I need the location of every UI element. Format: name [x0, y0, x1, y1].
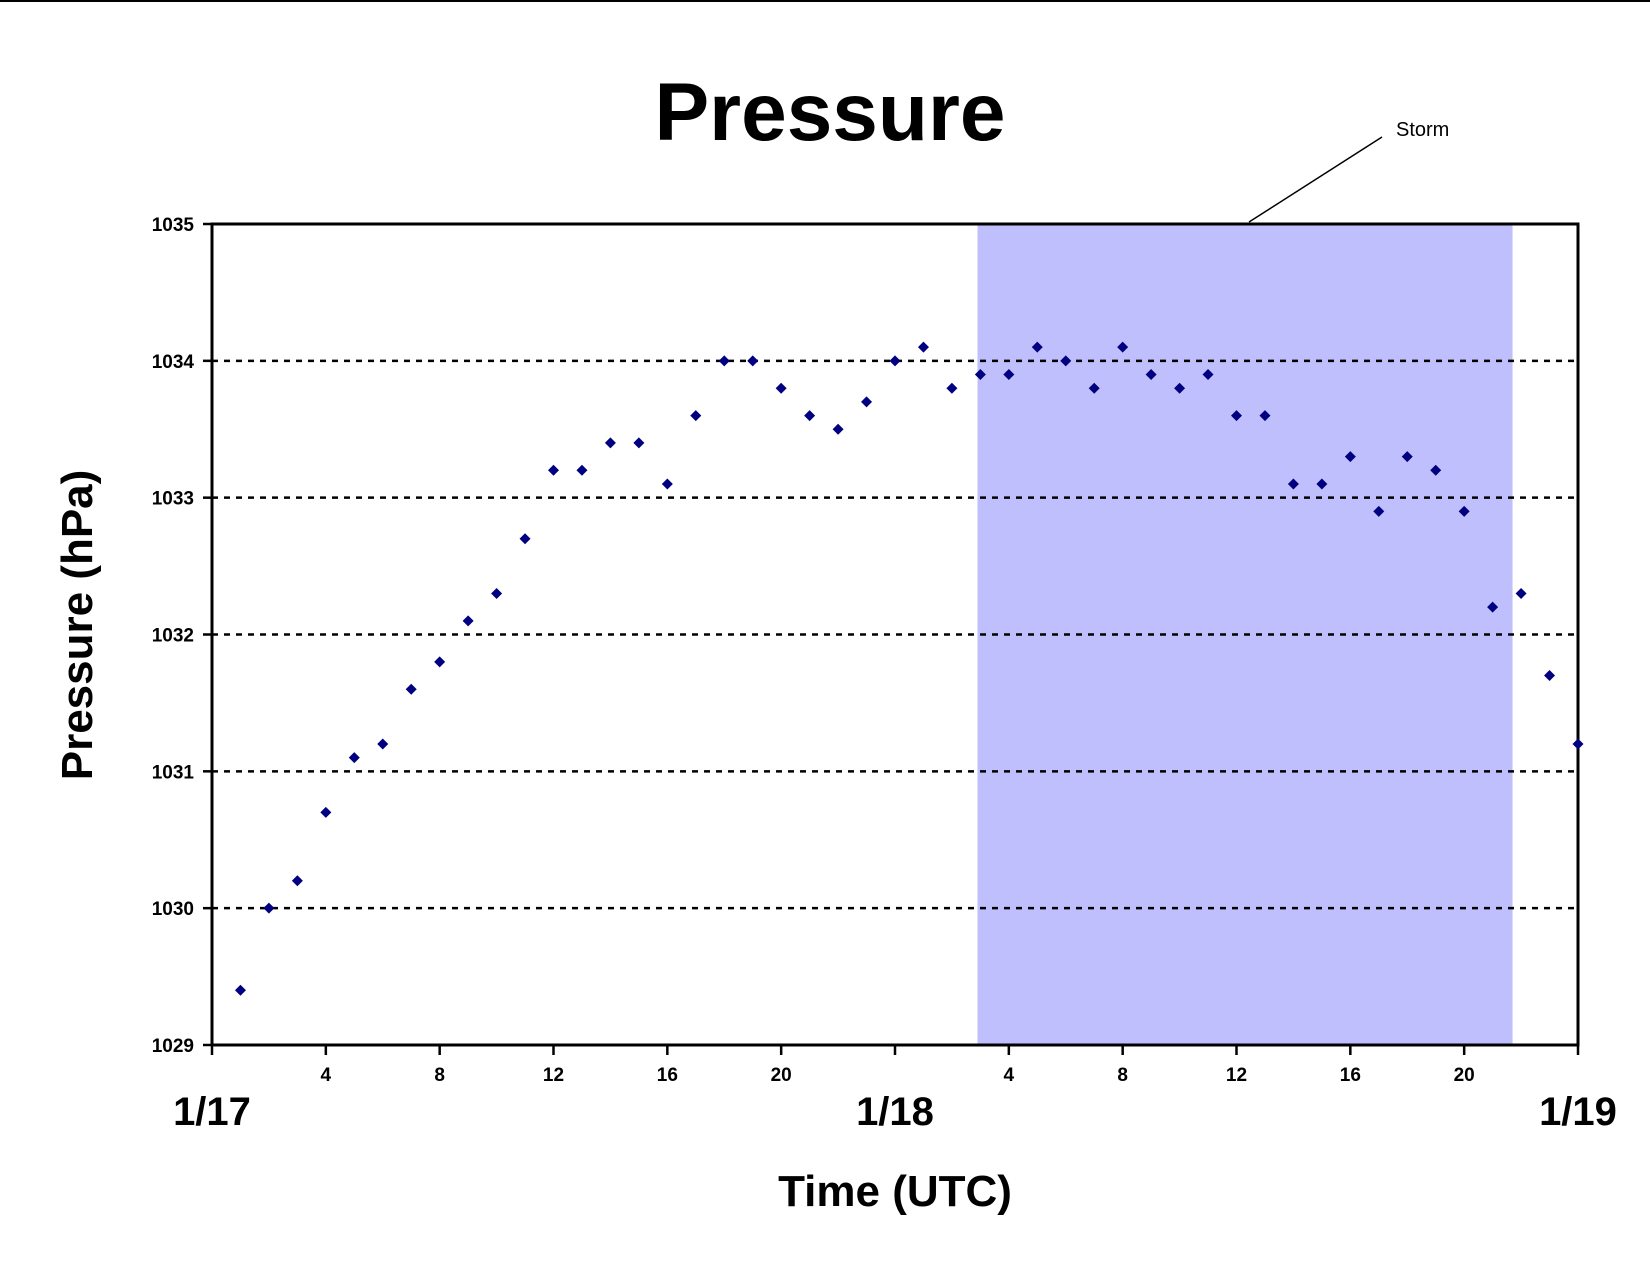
x-tick-label: 4: [1004, 1065, 1015, 1086]
data-point: [1031, 341, 1043, 353]
y-tick-label: 1035: [152, 215, 195, 236]
data-point: [1088, 382, 1100, 394]
date-label: 1/17: [173, 1090, 251, 1134]
data-point: [576, 464, 588, 476]
data-point: [405, 683, 417, 695]
data-point: [1401, 451, 1413, 463]
data-point: [1202, 369, 1214, 381]
data-point: [548, 464, 559, 476]
data-point: [1572, 738, 1584, 750]
data-point: [974, 369, 986, 381]
data-point: [1430, 464, 1442, 476]
data-point: [690, 410, 702, 422]
data-point: [832, 423, 844, 435]
data-point: [633, 437, 645, 449]
data-point: [291, 875, 303, 887]
data-point: [1231, 410, 1242, 422]
data-point: [604, 437, 616, 449]
data-point: [804, 410, 816, 422]
data-point: [1145, 369, 1157, 381]
data-point: [1458, 505, 1470, 517]
date-label: 1/18: [856, 1090, 934, 1134]
storm-leader-line: [1248, 136, 1383, 223]
data-point: [234, 984, 246, 996]
data-point: [1060, 355, 1072, 367]
data-point: [434, 656, 446, 668]
data-point: [946, 382, 958, 394]
data-point: [320, 806, 332, 818]
data-point: [519, 533, 531, 545]
data-point: [889, 355, 901, 367]
data-point: [348, 752, 360, 764]
storm-annotation-label: Storm: [1396, 119, 1449, 141]
y-tick-label: 1029: [152, 1036, 194, 1057]
data-point: [1003, 369, 1015, 381]
x-tick-label: 20: [771, 1065, 792, 1086]
top-border-line: [0, 0, 1650, 2]
x-tick-label: 8: [434, 1065, 445, 1086]
plot-area: 1029 1030 1031 1032 1033 1034 1035 4 8 12 16 20 4 8 12…: [152, 136, 1617, 1134]
data-point: [263, 902, 275, 914]
x-axis-title: Time (UTC): [778, 1167, 1012, 1216]
data-point: [775, 382, 787, 394]
y-tick-label: 1033: [152, 489, 194, 510]
data-point: [1544, 670, 1556, 682]
data-point: [1117, 341, 1129, 353]
data-point: [1259, 410, 1271, 422]
data-point: [1344, 451, 1356, 463]
y-tick-label: 1031: [152, 762, 195, 783]
x-tick-label: 8: [1117, 1065, 1128, 1086]
date-label: 1/19: [1539, 1090, 1617, 1134]
x-tick-label: 4: [321, 1065, 332, 1086]
x-tick-label: 12: [1226, 1065, 1247, 1086]
x-tick-label: 16: [657, 1065, 678, 1086]
data-point: [861, 396, 873, 408]
data-point: [462, 615, 474, 627]
x-tick-label: 16: [1340, 1065, 1361, 1086]
data-point: [661, 478, 673, 490]
data-point: [747, 355, 759, 367]
data-point: [1316, 478, 1328, 490]
data-point: [1487, 601, 1499, 613]
data-point: [1373, 505, 1385, 517]
data-point: [491, 587, 503, 599]
chart-title: Pressure: [654, 67, 1005, 158]
y-axis-title: Pressure (hPa): [53, 470, 102, 781]
x-tick-label: 12: [543, 1065, 564, 1086]
data-point: [1287, 478, 1299, 490]
data-point: [377, 738, 389, 750]
y-tick-label: 1030: [152, 899, 194, 920]
data-point: [1515, 587, 1527, 599]
data-point: [718, 355, 730, 367]
data-point: [1174, 382, 1186, 394]
y-tick-label: 1034: [152, 352, 195, 373]
data-point: [917, 341, 929, 353]
x-tick-label: 20: [1454, 1065, 1475, 1086]
y-tick-label: 1032: [152, 626, 194, 647]
